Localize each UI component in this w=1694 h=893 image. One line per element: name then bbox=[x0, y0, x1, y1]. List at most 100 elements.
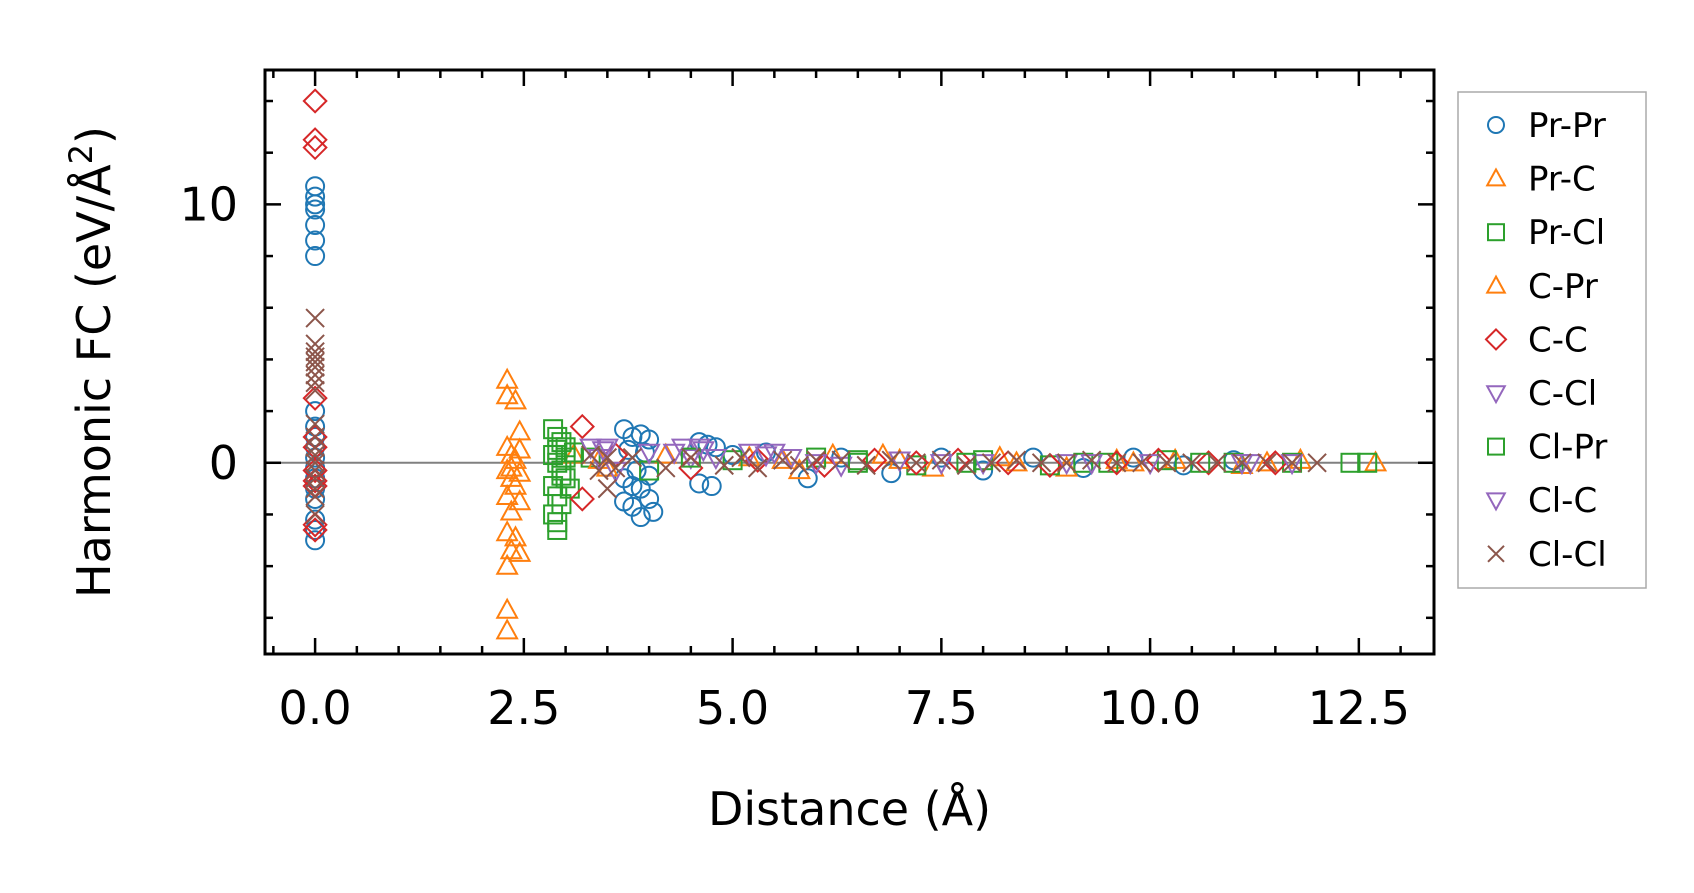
legend-entry: Pr-C bbox=[1485, 160, 1596, 200]
data-point bbox=[1031, 453, 1052, 473]
legend-label: C-C bbox=[1528, 320, 1588, 360]
data-point bbox=[1104, 450, 1130, 476]
data-point bbox=[1282, 453, 1302, 473]
data-point bbox=[305, 460, 325, 481]
data-point bbox=[305, 341, 325, 362]
data-point bbox=[903, 450, 929, 476]
data-point bbox=[654, 442, 678, 464]
data-point bbox=[305, 401, 326, 422]
data-point bbox=[679, 448, 703, 471]
data-point bbox=[1132, 453, 1152, 473]
data-point bbox=[1280, 454, 1304, 476]
legend-box bbox=[1457, 91, 1647, 589]
data-point bbox=[714, 455, 734, 476]
data-point bbox=[499, 455, 523, 477]
data-point bbox=[305, 186, 326, 207]
data-point bbox=[569, 413, 595, 440]
data-point bbox=[680, 447, 701, 468]
data-point bbox=[302, 134, 328, 161]
data-point bbox=[543, 504, 564, 525]
legend-entry: Cl-Pr bbox=[1487, 428, 1607, 468]
data-point bbox=[1207, 453, 1227, 473]
data-point bbox=[779, 448, 803, 471]
data-point bbox=[499, 538, 523, 560]
data-point bbox=[591, 441, 615, 463]
data-point bbox=[1257, 453, 1277, 473]
y-axis-label-main: Harmonic FC (eV/Å bbox=[67, 164, 121, 598]
data-point bbox=[931, 450, 952, 470]
data-point bbox=[495, 483, 519, 506]
data-point bbox=[305, 308, 325, 328]
legend-label: Pr-Cl bbox=[1528, 213, 1605, 253]
legend-label: Cl-Pr bbox=[1528, 428, 1607, 468]
data-point bbox=[302, 127, 328, 153]
data-point bbox=[305, 372, 325, 393]
legend-marker bbox=[1487, 545, 1505, 563]
data-point bbox=[508, 540, 532, 562]
x-axis-label: Distance (Å) bbox=[708, 782, 991, 836]
data-point bbox=[1262, 450, 1289, 476]
data-point bbox=[495, 618, 519, 640]
legend-marker bbox=[1484, 327, 1508, 351]
data-point bbox=[499, 499, 523, 521]
data-point bbox=[499, 442, 523, 464]
data-point bbox=[503, 473, 528, 495]
data-point bbox=[722, 450, 743, 471]
legend-marker bbox=[1487, 116, 1505, 134]
data-point bbox=[302, 88, 328, 114]
data-point bbox=[495, 367, 519, 389]
data-point bbox=[495, 597, 519, 619]
y-tick-label: 0 bbox=[209, 436, 238, 490]
data-point bbox=[656, 458, 676, 478]
data-point bbox=[1255, 450, 1279, 472]
data-point bbox=[762, 443, 786, 465]
data-point bbox=[701, 476, 722, 497]
data-point bbox=[1055, 454, 1079, 476]
data-point bbox=[1232, 453, 1252, 473]
data-point bbox=[302, 385, 328, 411]
series-cl-pr bbox=[547, 439, 1378, 486]
legend-marker bbox=[1485, 167, 1507, 187]
data-point bbox=[305, 468, 325, 488]
data-point bbox=[305, 215, 326, 236]
data-point bbox=[580, 445, 601, 465]
x-tick-label: 10.0 bbox=[1099, 681, 1201, 735]
legend: Pr-Pr Pr-C Pr-Cl C-Pr C-C C-Cl Cl-Pr Cl-C Cl-Cl bbox=[1457, 91, 1647, 589]
data-point bbox=[305, 478, 325, 499]
data-point bbox=[569, 486, 595, 512]
data-point bbox=[1173, 455, 1194, 476]
data-point bbox=[302, 517, 328, 543]
data-point bbox=[597, 447, 618, 468]
tick-labels: 0.0 2.5 5.0 7.5 10.0 12.5 0 10 bbox=[179, 177, 1410, 735]
data-point bbox=[305, 365, 325, 385]
data-point bbox=[704, 448, 728, 471]
data-point bbox=[305, 509, 326, 530]
data-point bbox=[806, 450, 826, 470]
data-point bbox=[731, 447, 751, 468]
data-point bbox=[630, 507, 651, 528]
data-point bbox=[305, 380, 325, 401]
data-point bbox=[1004, 450, 1029, 472]
data-point bbox=[1073, 452, 1094, 473]
data-point bbox=[906, 453, 927, 473]
data-point bbox=[831, 450, 851, 470]
y-axis-label: Harmonic FC (eV/Å2) bbox=[62, 126, 121, 598]
data-point bbox=[1056, 453, 1077, 473]
data-point bbox=[973, 460, 994, 481]
x-tick-label: 12.5 bbox=[1308, 681, 1410, 735]
legend-label: Pr-C bbox=[1528, 160, 1596, 200]
data-point bbox=[772, 450, 793, 470]
legend-entry: Cl-C bbox=[1485, 481, 1597, 521]
data-point bbox=[305, 199, 326, 220]
legend-marker bbox=[1485, 385, 1507, 405]
data-point bbox=[973, 450, 994, 471]
data-point bbox=[305, 530, 326, 551]
x-tick-label: 2.5 bbox=[487, 681, 560, 735]
data-point bbox=[508, 489, 532, 511]
legend-label: Cl-C bbox=[1528, 481, 1597, 521]
data-point bbox=[622, 447, 643, 468]
data-point bbox=[305, 194, 326, 215]
legend-entry: Pr-Pr bbox=[1487, 106, 1606, 146]
data-point bbox=[597, 478, 618, 499]
data-point bbox=[555, 447, 576, 468]
